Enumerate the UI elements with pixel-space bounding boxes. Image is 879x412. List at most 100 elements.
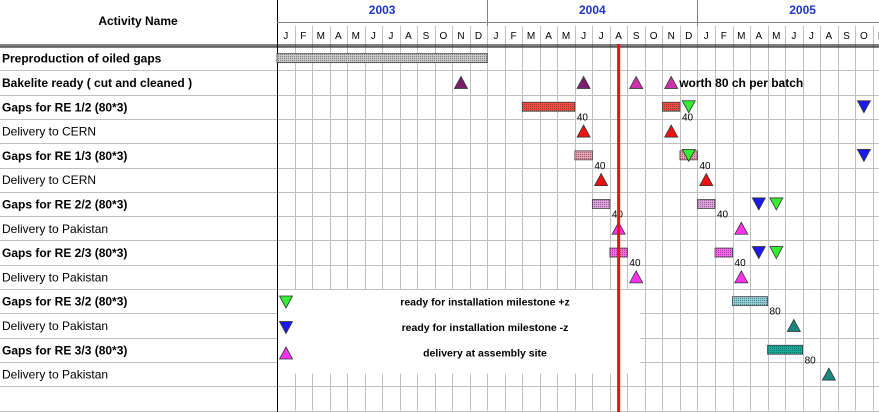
- bar-quantity-label: 80: [805, 355, 817, 366]
- task-bar-texture: [767, 345, 803, 355]
- month-label: J: [388, 31, 393, 42]
- activity-name: Bakelite ready ( cut and cleaned ): [2, 76, 192, 90]
- bar-quantity-label: 40: [717, 209, 729, 220]
- task-bar-texture: [592, 199, 610, 209]
- activity-names: Preproduction of oiled gaps Bakelite read…: [2, 52, 192, 382]
- milestone-up-marker: [576, 124, 591, 138]
- milestone-up-marker: [734, 270, 749, 284]
- legend-marker: [278, 295, 294, 309]
- bar-quantity-label: 40: [699, 161, 711, 172]
- legend-marker: [278, 321, 294, 335]
- month-label: O: [860, 31, 868, 42]
- month-label: A: [405, 31, 412, 42]
- milestone-up-marker: [821, 367, 837, 381]
- milestone-up-marker: [786, 318, 802, 332]
- month-label: A: [755, 31, 762, 42]
- legend-entry: ready for installation milestone +z: [400, 297, 570, 309]
- bar-quantity-label: 80: [770, 307, 782, 318]
- milestone-down-marker: [751, 246, 766, 260]
- milestone-up-marker: [576, 75, 591, 89]
- activity-name: Gaps for RE 1/3 (80*3): [2, 149, 127, 163]
- activity-name: Gaps for RE 3/2 (80*3): [2, 295, 127, 309]
- month-label: F: [300, 31, 306, 42]
- activity-name: Delivery to Pakistan: [2, 270, 108, 284]
- month-label: O: [440, 31, 448, 42]
- month-label: F: [721, 31, 727, 42]
- month-label: N: [668, 31, 675, 42]
- month-label: A: [335, 31, 342, 42]
- month-label: M: [562, 31, 570, 42]
- month-label: O: [650, 31, 658, 42]
- task-bar-texture: [732, 296, 768, 306]
- month-label: M: [317, 31, 325, 42]
- milestone-up-marker: [628, 270, 644, 284]
- task-bar-texture: [522, 102, 575, 112]
- year-label: 2005: [789, 3, 816, 17]
- month-label: J: [371, 31, 376, 42]
- activity-name: Preproduction of oiled gaps: [2, 52, 162, 66]
- bar-quantity-label: 40: [577, 112, 589, 123]
- month-label: D: [475, 31, 482, 42]
- milestone-up-marker: [628, 75, 644, 89]
- milestone-up-marker: [453, 75, 469, 89]
- month-label: M: [737, 31, 745, 42]
- year-label: 2004: [579, 3, 606, 17]
- month-label: M: [527, 31, 535, 42]
- month-label: J: [581, 31, 586, 42]
- milestone-down-marker: [856, 100, 872, 114]
- month-label: J: [283, 31, 288, 42]
- activity-name: Gaps for RE 3/3 (80*3): [2, 343, 127, 357]
- month-label: S: [843, 31, 850, 42]
- milestone-down-marker: [681, 100, 696, 114]
- milestone-up-marker: [664, 124, 679, 138]
- month-label: A: [826, 31, 833, 42]
- milestone-down-marker: [751, 197, 766, 211]
- activity-name: Delivery to Pakistan: [2, 319, 108, 333]
- legend: ready for installation milestone +z ready…: [278, 290, 640, 374]
- month-label: S: [633, 31, 640, 42]
- month-label: D: [685, 31, 692, 42]
- month-label: F: [510, 31, 516, 42]
- month-label: M: [352, 31, 360, 42]
- milestone-up-marker: [734, 221, 749, 235]
- milestone-up-marker: [699, 172, 714, 187]
- year-header: 2003200420052006: [369, 0, 816, 26]
- month-header: JFMAMJJASONDJFMAMJJASONDJFMAMJJASONDJFMA…: [283, 31, 879, 42]
- milestone-down-marker: [769, 246, 784, 260]
- task-bar-texture: [715, 248, 733, 258]
- bar-quantity-label: 40: [629, 258, 641, 269]
- bar-quantity-label: 40: [682, 112, 694, 123]
- month-label: N: [878, 31, 879, 42]
- milestone-up-marker: [593, 172, 609, 187]
- milestone-down-marker: [856, 148, 872, 163]
- milestone-down-marker: [681, 148, 696, 163]
- row-note: worth 80 ch per batch: [678, 76, 803, 90]
- bar-quantity-label: 40: [594, 161, 606, 172]
- activity-name: Delivery to CERN: [2, 173, 96, 187]
- legend-entry: delivery at assembly site: [423, 348, 547, 360]
- month-label: J: [809, 31, 814, 42]
- task-bar-texture: [277, 53, 488, 63]
- month-label: J: [704, 31, 709, 42]
- activity-name: Gaps for RE 2/3 (80*3): [2, 246, 127, 260]
- month-label: J: [791, 31, 796, 42]
- legend-box: [278, 290, 640, 374]
- month-label: A: [615, 31, 622, 42]
- month-label: A: [545, 31, 552, 42]
- task-bar-texture: [662, 102, 680, 112]
- activity-name: Delivery to CERN: [2, 125, 96, 139]
- milestone-down-marker: [769, 197, 784, 211]
- activity-name: Gaps for RE 2/2 (80*3): [2, 197, 127, 211]
- task-bar-texture: [697, 199, 715, 209]
- task-bar-texture: [574, 150, 593, 160]
- month-label: S: [423, 31, 430, 42]
- month-label: M: [772, 31, 780, 42]
- month-label: N: [457, 31, 464, 42]
- activity-name: Gaps for RE 1/2 (80*3): [2, 100, 127, 114]
- bar-quantity-label: 40: [735, 258, 747, 269]
- year-label: 2003: [369, 3, 396, 17]
- legend-marker: [278, 346, 294, 360]
- month-label: J: [599, 31, 604, 42]
- milestone-up-marker: [664, 75, 679, 89]
